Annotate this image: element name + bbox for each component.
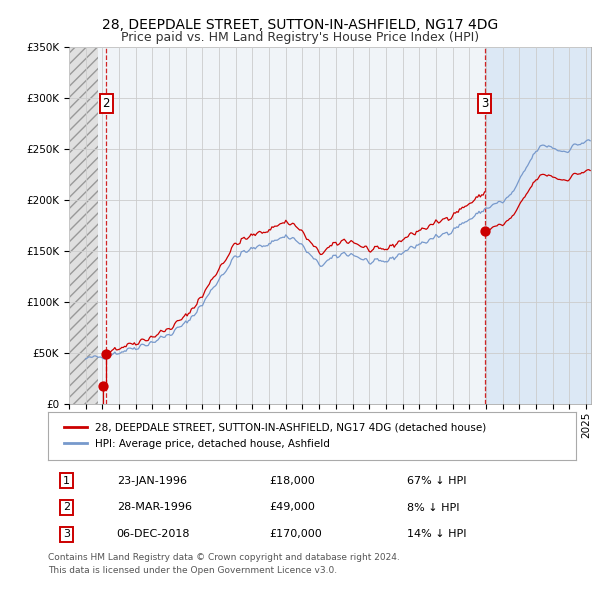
Point: [101, 349, 111, 359]
Text: 2: 2: [63, 503, 70, 513]
Text: 14% ↓ HPI: 14% ↓ HPI: [407, 529, 467, 539]
Text: Contains HM Land Registry data © Crown copyright and database right 2024.: Contains HM Land Registry data © Crown c…: [48, 553, 400, 562]
Text: 06-DEC-2018: 06-DEC-2018: [116, 529, 190, 539]
Legend: 28, DEEPDALE STREET, SUTTON-IN-ASHFIELD, NG17 4DG (detached house), HPI: Average: 28, DEEPDALE STREET, SUTTON-IN-ASHFIELD,…: [58, 418, 491, 454]
Text: 67% ↓ HPI: 67% ↓ HPI: [407, 476, 467, 486]
Text: 23-JAN-1996: 23-JAN-1996: [116, 476, 187, 486]
Text: 1: 1: [63, 476, 70, 486]
Text: 3: 3: [63, 529, 70, 539]
Text: 8% ↓ HPI: 8% ↓ HPI: [407, 503, 460, 513]
Bar: [485, 47, 591, 404]
Text: £170,000: £170,000: [270, 529, 323, 539]
Text: Price paid vs. HM Land Registry's House Price Index (HPI): Price paid vs. HM Land Registry's House …: [121, 31, 479, 44]
Bar: [69, 47, 98, 404]
Text: £49,000: £49,000: [270, 503, 316, 513]
Text: This data is licensed under the Open Government Licence v3.0.: This data is licensed under the Open Gov…: [48, 566, 337, 575]
Text: 28-MAR-1996: 28-MAR-1996: [116, 503, 191, 513]
Text: £18,000: £18,000: [270, 476, 316, 486]
Text: 2: 2: [103, 97, 110, 110]
Text: 3: 3: [481, 97, 488, 110]
Text: 28, DEEPDALE STREET, SUTTON-IN-ASHFIELD, NG17 4DG: 28, DEEPDALE STREET, SUTTON-IN-ASHFIELD,…: [102, 18, 498, 32]
Point: [98, 381, 108, 391]
Point: [480, 226, 490, 235]
